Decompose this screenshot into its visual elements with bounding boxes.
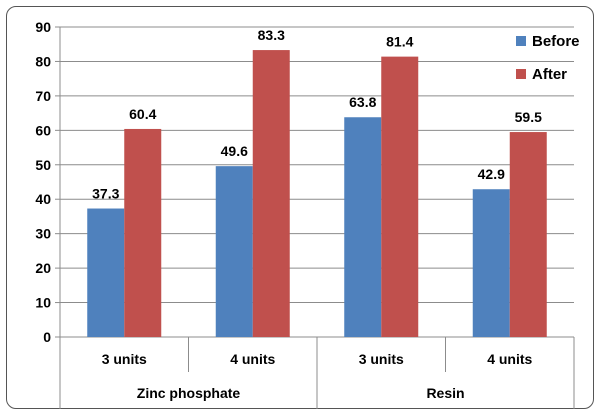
y-tick-label: 90 [35,19,51,35]
y-tick-label: 80 [35,53,51,69]
legend-swatch-before [516,36,526,46]
x-category-label: 4 units [487,351,532,367]
y-tick-label: 50 [35,157,51,173]
data-label: 59.5 [515,109,542,125]
data-label: 63.8 [349,94,376,110]
x-category-label: 3 units [102,351,147,367]
data-label: 42.9 [478,166,505,182]
data-label: 81.4 [386,34,413,50]
legend-label: After [532,66,567,83]
y-tick-label: 30 [35,226,51,242]
y-tick-label: 10 [35,295,51,311]
bar-after-1 [252,50,290,337]
legend-label: Before [532,33,580,50]
bar-before-1 [215,166,253,337]
data-label: 60.4 [129,106,156,122]
x-category-label: 4 units [230,351,275,367]
data-labels: 37.3 60.4 49.6 83.3 63.8 81.4 42.9 59.5 [92,27,542,201]
bar-before-3 [472,189,510,337]
x-group-label: Resin [426,385,464,401]
bar-before-2 [344,117,382,337]
data-label: 37.3 [92,186,119,202]
data-label: 49.6 [221,143,248,159]
bar-after-2 [381,56,419,337]
bar-before-0 [87,208,125,337]
bars [87,50,547,337]
axes: 0 10 20 30 40 50 60 70 80 90 3 units 4 units 3 units… [35,19,575,409]
y-tick-label: 60 [35,122,51,138]
y-tick-label: 40 [35,191,51,207]
bar-after-3 [509,132,547,337]
x-group-label: Zinc phosphate [137,385,241,401]
x-category-label: 3 units [359,351,404,367]
y-tick-label: 0 [43,329,51,345]
bar-after-0 [124,128,162,337]
y-tick-label: 70 [35,88,51,104]
legend: Before After [516,33,580,83]
legend-swatch-after [516,69,526,79]
data-label: 83.3 [258,27,285,43]
y-tick-label: 20 [35,260,51,276]
